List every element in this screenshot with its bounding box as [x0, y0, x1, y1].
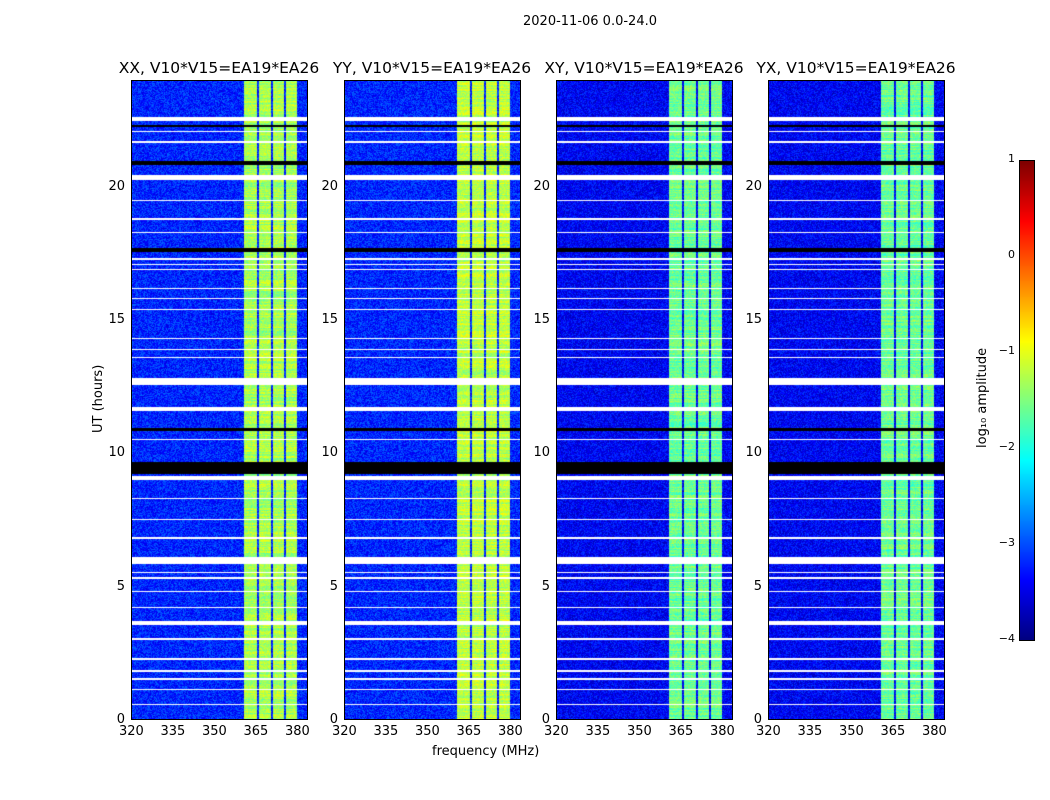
x-axis-label: frequency (MHz): [432, 744, 540, 759]
heatmap-image: [557, 81, 732, 719]
y-tick-label: 20: [533, 178, 550, 194]
colorbar-tick-label: 1: [1008, 152, 1015, 165]
heatmap-image: [769, 81, 944, 719]
x-tick-label: 320: [756, 724, 781, 739]
heatmap-panel: [131, 80, 308, 720]
colorbar-tick-label: −1: [998, 344, 1015, 357]
y-tick-label: 10: [745, 445, 762, 461]
x-tick-label: 320: [332, 724, 357, 739]
x-tick-label: 335: [585, 724, 611, 739]
panel-title: YX, V10*V15=EA19*EA26: [756, 59, 956, 77]
x-tick-label: 365: [456, 724, 482, 739]
y-tick-label: 0: [116, 712, 125, 727]
y-tick-label: 5: [116, 578, 125, 594]
y-tick-label: 0: [753, 712, 762, 727]
y-tick-label: 20: [745, 178, 762, 194]
colorbar-tick-label: 0: [1008, 248, 1015, 261]
y-tick-label: 5: [753, 578, 762, 594]
heatmap-panel: [556, 80, 733, 720]
y-tick-label: 15: [108, 312, 125, 327]
y-tick-label: 10: [108, 445, 125, 461]
y-tick-label: 0: [329, 712, 338, 727]
panel-title: XX, V10*V15=EA19*EA26: [118, 59, 320, 77]
y-tick-label: 15: [745, 312, 762, 327]
colorbar: [1019, 160, 1035, 641]
x-tick-label: 380: [284, 724, 310, 739]
x-tick-label: 380: [921, 724, 947, 739]
x-tick-label: 380: [497, 724, 523, 739]
x-tick-label: 380: [709, 724, 735, 739]
x-tick-label: 365: [880, 724, 906, 739]
figure-title: 2020-11-06 0.0-24.0: [523, 14, 657, 29]
x-tick-label: 350: [414, 724, 440, 739]
y-tick-label: 10: [533, 445, 550, 461]
y-tick-label: 5: [541, 578, 550, 594]
y-tick-label: 20: [321, 178, 338, 194]
colorbar-label: log₁₀ amplitude: [975, 347, 990, 448]
x-tick-label: 365: [668, 724, 694, 739]
heatmap-panel: [768, 80, 945, 720]
y-tick-label: 5: [329, 578, 338, 594]
y-axis-label: UT (hours): [91, 364, 106, 433]
y-tick-label: 10: [321, 445, 338, 461]
x-tick-label: 350: [838, 724, 864, 739]
colorbar-tick-label: −4: [998, 632, 1015, 645]
y-tick-label: 0: [541, 712, 550, 727]
heatmap-image: [345, 81, 520, 719]
heatmap-image: [132, 81, 307, 719]
x-tick-label: 365: [243, 724, 269, 739]
x-tick-label: 320: [119, 724, 144, 739]
y-tick-label: 15: [321, 312, 338, 327]
y-tick-label: 20: [108, 178, 125, 194]
y-tick-label: 15: [533, 312, 550, 327]
panel-title: XY, V10*V15=EA19*EA26: [544, 59, 744, 77]
x-tick-label: 320: [544, 724, 569, 739]
x-tick-label: 335: [373, 724, 399, 739]
panel-title: YY, V10*V15=EA19*EA26: [332, 59, 532, 77]
x-tick-label: 335: [797, 724, 823, 739]
x-tick-label: 350: [626, 724, 652, 739]
colorbar-tick-label: −2: [998, 440, 1015, 453]
colorbar-tick-label: −3: [998, 536, 1015, 549]
heatmap-panel: [344, 80, 521, 720]
x-tick-label: 335: [160, 724, 186, 739]
x-tick-label: 350: [201, 724, 227, 739]
